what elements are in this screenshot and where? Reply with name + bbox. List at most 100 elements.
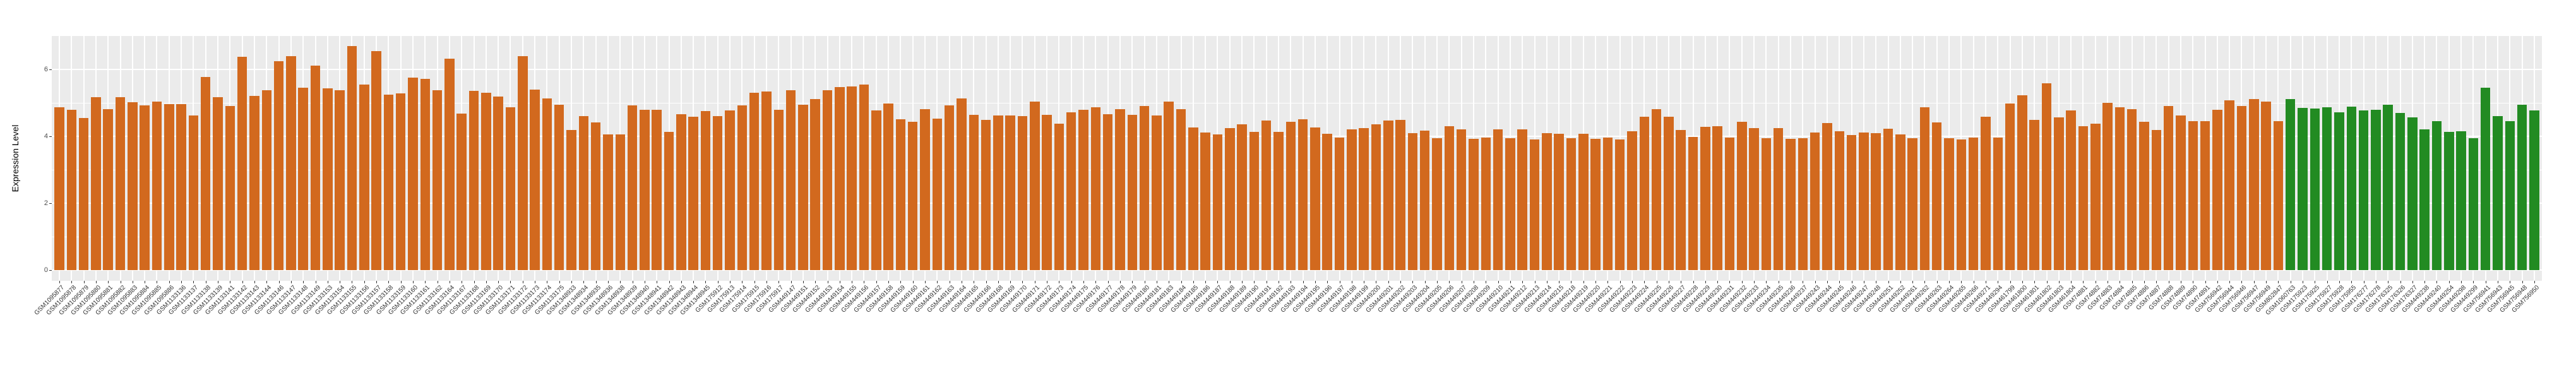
x-tick-mark — [1827, 281, 1828, 283]
bar — [2468, 138, 2479, 270]
bar — [273, 61, 284, 270]
x-tick-mark — [2400, 281, 2401, 283]
bar — [2358, 110, 2369, 270]
gridline-major — [52, 69, 2542, 70]
bar — [1297, 119, 1308, 270]
bar — [1639, 116, 1650, 270]
x-tick-mark — [2156, 281, 2157, 283]
x-tick-mark — [1705, 281, 1706, 283]
bar — [1566, 138, 1577, 270]
bar — [2310, 109, 2320, 270]
x-tick-mark — [2058, 281, 2060, 283]
bar — [1968, 138, 1979, 270]
bar — [261, 90, 272, 270]
bar — [1469, 139, 1479, 270]
bar — [420, 79, 431, 270]
x-tick-mark — [2229, 281, 2231, 283]
x-tick-mark — [498, 281, 499, 283]
x-tick-mark — [876, 281, 877, 283]
bar — [2334, 112, 2344, 270]
bar — [590, 122, 601, 270]
bar — [1444, 126, 1455, 270]
gridline-major — [52, 136, 2542, 137]
bar — [1066, 112, 1076, 270]
bar — [725, 110, 735, 270]
x-tick-mark — [693, 281, 695, 283]
x-tick-mark — [1498, 281, 1499, 283]
x-tick-mark — [1741, 281, 1743, 283]
x-tick-mark — [1619, 281, 1621, 283]
bar — [152, 102, 162, 270]
bar — [1676, 130, 1686, 270]
bar — [2298, 107, 2308, 270]
bar — [2395, 113, 2406, 270]
bar — [1249, 131, 1260, 270]
bar — [871, 110, 881, 270]
x-tick-mark — [754, 281, 755, 283]
x-tick-mark — [1936, 281, 1938, 283]
bar — [468, 91, 479, 270]
x-tick-mark — [778, 281, 780, 283]
x-tick-mark — [1949, 281, 1950, 283]
bar — [2236, 106, 2247, 270]
bar — [2126, 109, 2137, 270]
bar — [1090, 107, 1101, 270]
y-tick-label: 4 — [44, 132, 48, 140]
bar — [712, 116, 723, 270]
bar — [493, 97, 503, 270]
bar — [676, 114, 686, 270]
bar — [1261, 120, 1272, 270]
bar — [798, 105, 808, 270]
x-tick-mark — [2351, 281, 2352, 283]
bar — [1993, 137, 2003, 270]
bar — [907, 122, 918, 270]
x-tick-mark — [802, 281, 804, 283]
bar — [2224, 100, 2234, 270]
x-tick-mark — [2461, 281, 2462, 283]
x-tick-mark — [376, 281, 378, 283]
bar — [213, 97, 223, 270]
bar — [1871, 133, 1881, 270]
x-tick-mark — [2424, 281, 2426, 283]
x-tick-mark — [986, 281, 987, 283]
bar — [749, 93, 760, 270]
bar — [335, 90, 345, 270]
x-tick-mark — [790, 281, 792, 283]
bar — [2529, 110, 2539, 270]
bar — [1859, 132, 1869, 270]
bar — [1883, 129, 1893, 270]
x-tick-mark — [1217, 281, 1219, 283]
x-tick-mark — [1693, 281, 1694, 283]
bar — [810, 98, 820, 270]
x-tick-mark — [2034, 281, 2036, 283]
bar — [1981, 117, 1991, 270]
bar — [2249, 98, 2259, 270]
bar — [1285, 122, 1296, 270]
bar — [1127, 114, 1138, 270]
bar — [1529, 139, 1540, 270]
bar — [1590, 138, 1601, 270]
x-tick-mark — [2253, 281, 2255, 283]
bar — [1602, 137, 1613, 270]
bar — [1956, 139, 1967, 270]
bar — [140, 105, 150, 270]
bar — [176, 103, 186, 270]
x-tick-mark — [815, 281, 816, 283]
bar — [1371, 124, 1381, 270]
bar — [1102, 114, 1113, 270]
x-tick-mark — [400, 281, 402, 283]
x-tick-mark — [559, 281, 560, 283]
y-tick-label: 0 — [44, 266, 48, 274]
x-tick-mark — [254, 281, 255, 283]
bar — [1139, 105, 1150, 270]
x-tick-mark — [571, 281, 573, 283]
bar — [1651, 109, 1662, 270]
bar — [1164, 102, 1174, 270]
y-tick-mark — [49, 136, 52, 137]
bar — [1627, 131, 1637, 270]
bar — [542, 98, 552, 270]
bar — [773, 109, 784, 270]
bar — [78, 117, 89, 270]
bar — [993, 115, 1003, 270]
x-tick-mark — [1181, 281, 1182, 283]
